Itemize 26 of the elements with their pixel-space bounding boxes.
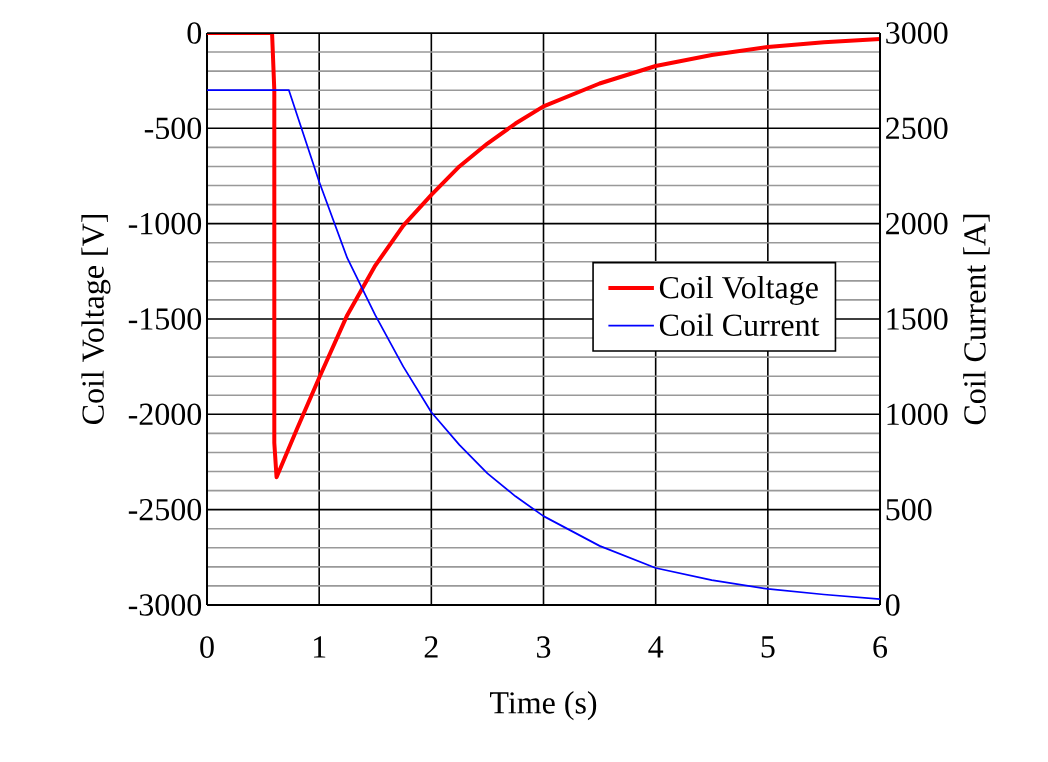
y-tick-label: -3000 [128, 594, 202, 616]
y2-tick-label: 3000 [886, 22, 948, 44]
y-tick-label: 0 [187, 22, 202, 44]
y-tick-label: -2000 [128, 403, 202, 426]
y-tick-label: -2500 [128, 498, 202, 521]
legend-label: Coil Current [659, 313, 820, 336]
y2-tick-label: 2500 [886, 117, 948, 140]
x-tick-label: 6 [873, 636, 888, 658]
y-tick-label: -1500 [128, 308, 202, 330]
x-tick-label: 1 [313, 636, 326, 658]
y2-tick-label: 0 [885, 594, 900, 616]
x-axis-title: Time (s) [490, 691, 597, 721]
x-tick-label: 4 [648, 636, 664, 658]
y2-tick-label: 1500 [887, 308, 948, 330]
y2-axis-title: Coil Current [A] [963, 214, 990, 425]
y-axis-title: Coil Voltage [V] [81, 214, 111, 425]
y2-tick-label: 500 [886, 498, 932, 521]
x-tick-label: 3 [537, 636, 551, 658]
line-series [207, 89, 881, 600]
y-tick-label: -500 [144, 117, 202, 140]
x-tick-label: 5 [761, 636, 775, 658]
y2-tick-label: 2000 [886, 212, 948, 235]
legend-label: Coil Voltage [659, 275, 818, 306]
y-tick-label: -1000 [128, 212, 202, 235]
y2-tick-label: 1000 [887, 403, 948, 426]
x-tick-label: 2 [424, 636, 438, 658]
